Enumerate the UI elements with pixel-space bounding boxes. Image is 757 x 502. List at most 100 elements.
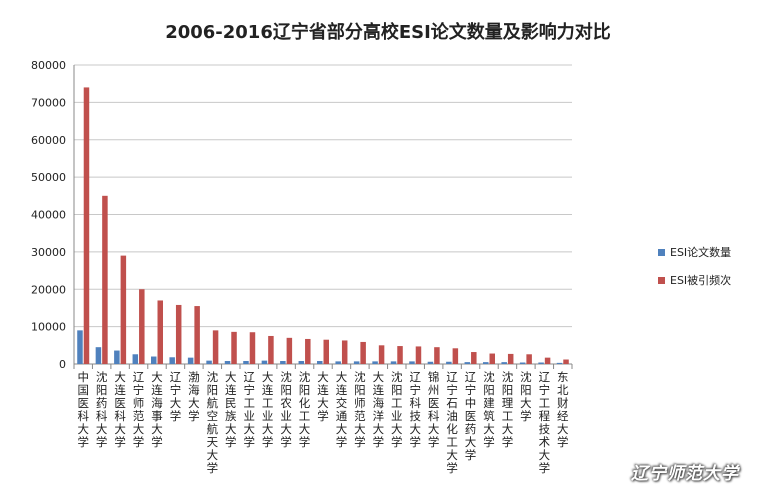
category-label: 东北财经大学 [557, 370, 569, 449]
category-label: 大连海事大学 [151, 370, 163, 449]
bar-paper-count [114, 350, 120, 364]
bar-citation-count [305, 338, 311, 364]
bar-citation-count [507, 353, 514, 364]
bar-paper-count [335, 361, 341, 364]
category-label: 辽宁石油化工大学 [446, 370, 458, 475]
bar-citation-count [83, 87, 90, 365]
bar-citation-count [120, 255, 127, 364]
y-tick-label: 20000 [31, 283, 66, 296]
category-label: 沈阳大学 [520, 370, 532, 423]
bar-paper-count [261, 360, 268, 364]
bar-citation-count [102, 195, 108, 364]
gridlines [74, 64, 572, 365]
bar-citation-count [489, 353, 495, 364]
category-label: 大连工业大学 [262, 370, 274, 449]
bar-paper-count [298, 361, 305, 364]
bar-paper-count [483, 362, 489, 364]
y-tick-label: 70000 [31, 96, 66, 109]
bar-paper-count [501, 362, 507, 364]
category-label: 中国医科大学 [77, 370, 89, 449]
bar-paper-count [446, 361, 452, 364]
category-label: 沈阳航空航天大学 [207, 370, 219, 475]
bar-citation-count [323, 339, 329, 364]
bar-citation-count [563, 359, 569, 364]
bar-paper-count [427, 361, 434, 364]
category-label: 沈阳农业大学 [280, 370, 292, 449]
category-label: 大连医科大学 [114, 370, 126, 449]
y-tick-label: 10000 [31, 321, 66, 334]
legend-swatch [658, 277, 665, 284]
bar-paper-count [132, 354, 139, 364]
category-label: 辽宁工程技术大学 [539, 370, 551, 475]
category-label: 沈阳建筑大学 [483, 370, 495, 449]
bar-paper-count [372, 361, 378, 364]
bar-paper-count [317, 361, 323, 364]
category-label: 沈阳理工大学 [502, 370, 514, 449]
bar-paper-count [95, 347, 102, 364]
bar-citation-count [452, 348, 459, 364]
category-label: 辽宁大学 [170, 370, 182, 423]
bar-paper-count [77, 330, 83, 364]
category-label: 沈阳工业大学 [391, 370, 403, 449]
category-label: 辽宁师范大学 [133, 370, 145, 449]
bar-citation-count [286, 337, 293, 364]
bar-paper-count [206, 360, 212, 364]
bar-citation-count [194, 306, 200, 364]
bar-paper-count [151, 356, 157, 364]
bar-paper-count [519, 362, 526, 364]
bar-citation-count [544, 357, 551, 364]
bar-citation-count [268, 335, 274, 364]
y-tick-label: 40000 [31, 209, 66, 222]
legend-label: ESI论文数量 [670, 245, 731, 259]
legend-label: ESI被引频次 [670, 273, 731, 287]
bar-citation-count [341, 340, 348, 364]
x-axis: 中国医科大学沈阳药科大学大连医科大学辽宁师范大学大连海事大学辽宁大学渤海大学沈阳… [73, 364, 573, 475]
chart-title: 2006-2016辽宁省部分高校ESI论文数量及影响力对比 [165, 21, 611, 43]
bar-paper-count [390, 361, 397, 364]
bar-paper-count [538, 362, 544, 364]
bar-paper-count [353, 361, 360, 364]
category-label: 辽宁中医药大学 [465, 370, 477, 462]
bar-citation-count [212, 330, 219, 364]
y-tick-label: 50000 [31, 171, 66, 184]
bar-paper-count [243, 361, 249, 364]
bar-citation-count [526, 354, 532, 364]
category-label: 沈阳师范大学 [354, 370, 366, 449]
bar-paper-count [464, 362, 471, 364]
bars [77, 87, 569, 365]
legend-swatch [658, 249, 665, 256]
category-label: 大连民族大学 [225, 370, 237, 449]
category-label: 辽宁科技大学 [409, 370, 421, 449]
bar-citation-count [231, 331, 237, 364]
bar-citation-count [157, 300, 163, 364]
y-axis: 0 10000 20000 30000 40000 50000 60000 70000 8000… [31, 59, 75, 371]
category-label: 大连交通大学 [336, 370, 348, 449]
bar-paper-count [556, 362, 563, 364]
watermark-logo: 辽宁师范大学 [631, 464, 739, 484]
y-tick-label: 30000 [31, 246, 66, 259]
category-label: 大连海洋大学 [373, 370, 385, 449]
category-label: 大连大学 [317, 370, 329, 423]
bar-citation-count [378, 345, 385, 364]
y-tick-label: 60000 [31, 134, 66, 147]
bar-citation-count [175, 304, 182, 364]
y-tick-label: 0 [59, 358, 66, 371]
bar-paper-count [280, 361, 286, 364]
category-label: 沈阳化工大学 [299, 370, 311, 449]
bar-citation-count [471, 352, 477, 364]
bar-citation-count [397, 346, 403, 364]
bar-paper-count [224, 361, 231, 364]
bar-citation-count [360, 341, 366, 364]
category-label: 沈阳药科大学 [96, 370, 108, 449]
bar-citation-count [415, 346, 422, 364]
bar-citation-count [249, 332, 256, 364]
y-tick-label: 80000 [31, 59, 66, 72]
bar-paper-count [169, 357, 175, 364]
category-label: 渤海大学 [188, 370, 200, 423]
bar-paper-count [409, 361, 415, 364]
bar-citation-count [434, 347, 440, 364]
bar-citation-count [139, 289, 145, 364]
legend: ESI论文数量 ESI被引频次 [658, 245, 731, 287]
